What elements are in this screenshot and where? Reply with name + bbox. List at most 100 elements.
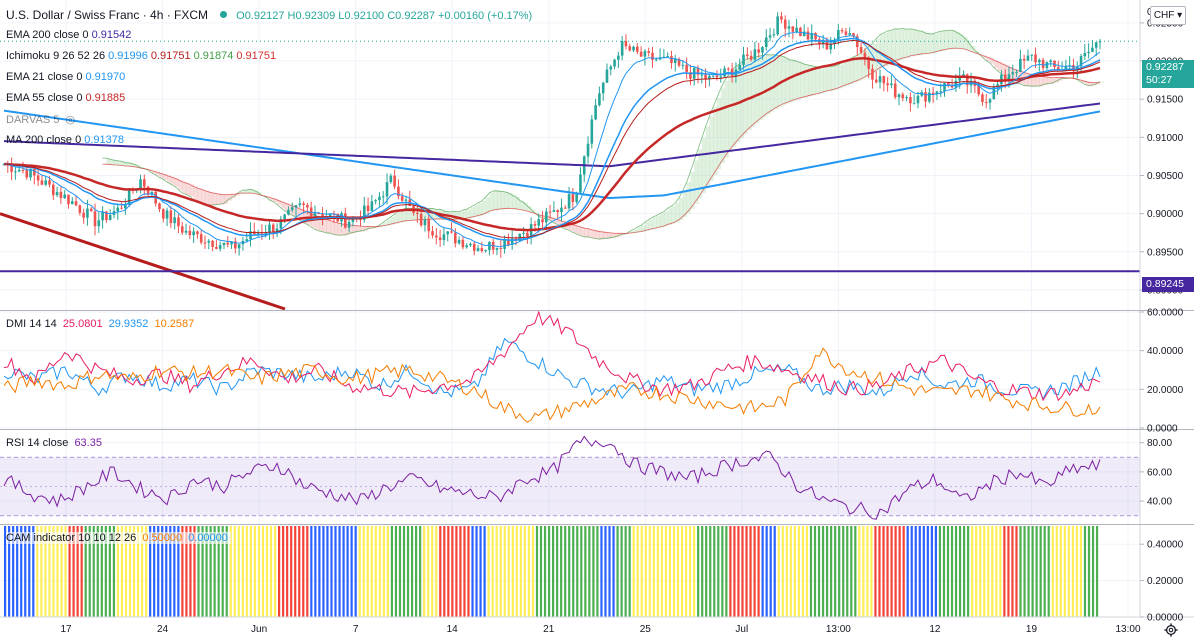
cloud-segment [390, 216, 396, 225]
cam-bar [314, 526, 317, 617]
cloud-segment [990, 58, 995, 64]
cam-bar [439, 526, 442, 617]
cam-value-1: 0.50000 [142, 532, 183, 544]
cam-bar [261, 526, 265, 617]
cloud-segment [644, 222, 650, 232]
cam-bar [92, 526, 95, 617]
candle-body [867, 58, 870, 69]
indicator-row[interactable]: MA 200 close 0 0.91378 [6, 134, 127, 146]
cloud-segment [1092, 82, 1097, 86]
cloud-segment [1024, 72, 1029, 87]
cam-bar [950, 526, 954, 617]
candle-body [556, 210, 559, 213]
cloud-segment [155, 171, 160, 176]
cam-bar [922, 526, 925, 617]
cam-bar [882, 526, 885, 617]
cam-bar [56, 526, 59, 617]
dmi-line [3, 347, 1101, 423]
indicator-row[interactable]: Ichimoku 9 26 52 26 0.91996 0.91751 0.91874… [6, 50, 279, 62]
cam-bar [930, 526, 933, 617]
cam-bar [854, 526, 857, 617]
cam-bar [560, 526, 563, 617]
cam-bar [120, 526, 124, 617]
candle-body [844, 31, 848, 35]
cloud-segment [129, 162, 134, 167]
cam-value-2: 0.00000 [188, 532, 228, 544]
ma200-line [3, 109, 1101, 199]
cloud-segment [504, 191, 509, 209]
dmi-value-1: 25.0801 [62, 318, 103, 330]
candle-body [143, 179, 146, 187]
cam-bar [910, 526, 913, 617]
candle-body [871, 68, 874, 80]
cloud-segment [216, 193, 221, 205]
cloud-segment [296, 207, 301, 218]
cloud-segment [838, 64, 843, 89]
rsi-band [0, 457, 1140, 516]
cam-bar [612, 526, 615, 617]
cam-bar [1079, 526, 1083, 617]
candle-body [563, 207, 567, 209]
candle-body [632, 46, 635, 51]
candle-body [727, 68, 730, 70]
cloud-segment [163, 174, 168, 180]
cam-bar [455, 526, 458, 617]
cam-bar [914, 526, 917, 617]
cloud-segment [633, 229, 638, 234]
cam-bar [999, 526, 1002, 617]
indicator-row[interactable]: EMA 200 close 0 0.91542 [6, 29, 134, 41]
cam-legend: CAM indicator 10 10 12 26 0.50000 0.0000… [6, 532, 231, 544]
cloud-segment [500, 191, 506, 210]
y-tick-label: 0.90500 [1147, 171, 1184, 182]
candle-body [161, 209, 165, 219]
cloud-segment [273, 198, 278, 203]
cloud-segment [242, 190, 248, 194]
cam-bar [503, 526, 506, 617]
indicator-value: 0.91751 [236, 50, 277, 62]
indicator-row[interactable]: EMA 55 close 0 0.91885 [6, 92, 128, 104]
candle-body [764, 37, 768, 48]
currency-selector[interactable]: CHF ▾ [1150, 6, 1186, 25]
cloud-segment [754, 57, 760, 124]
hidden-eye-icon[interactable]: ◎ [62, 114, 76, 126]
candle-body [55, 191, 59, 196]
cloud-segment [375, 226, 380, 228]
candle-body [457, 239, 461, 244]
cloud-segment [906, 29, 911, 58]
cam-bar [757, 526, 760, 617]
cloud-segment [534, 212, 540, 215]
candle-body [275, 228, 279, 232]
cloud-segment [777, 55, 782, 108]
candle-body [290, 207, 294, 210]
indicator-row[interactable]: DARVAS 5 ◎ [6, 113, 78, 126]
cam-bar [769, 526, 772, 617]
last-price-box: 0.92287 50:27 [1142, 60, 1194, 88]
cam-bar [987, 526, 990, 617]
candle-body [567, 194, 571, 209]
indicator-row[interactable]: EMA 21 close 0 0.91970 [6, 71, 128, 83]
cam-bar [902, 526, 905, 617]
candle-body [609, 66, 613, 70]
settings-gear-icon[interactable] [1164, 623, 1178, 637]
cam-bar [1011, 526, 1014, 617]
cloud-segment [341, 223, 346, 236]
candle-body [476, 248, 480, 251]
candle-body [271, 224, 275, 232]
cloud-segment [660, 213, 665, 228]
candle-body [10, 164, 13, 172]
cam-bar [821, 526, 825, 617]
candle-body [905, 97, 908, 99]
cam-bar [1071, 526, 1074, 617]
candle-body [370, 201, 374, 212]
cam-bar [515, 526, 518, 617]
candle-body [222, 242, 226, 246]
cloud-segment [861, 53, 866, 80]
cam-bar [431, 526, 434, 617]
cam-bar [983, 526, 986, 617]
candle-body [912, 103, 916, 105]
cam-bar [975, 526, 978, 617]
candle-body [63, 194, 66, 199]
candle-body [1049, 60, 1052, 63]
candle-body [719, 76, 723, 78]
